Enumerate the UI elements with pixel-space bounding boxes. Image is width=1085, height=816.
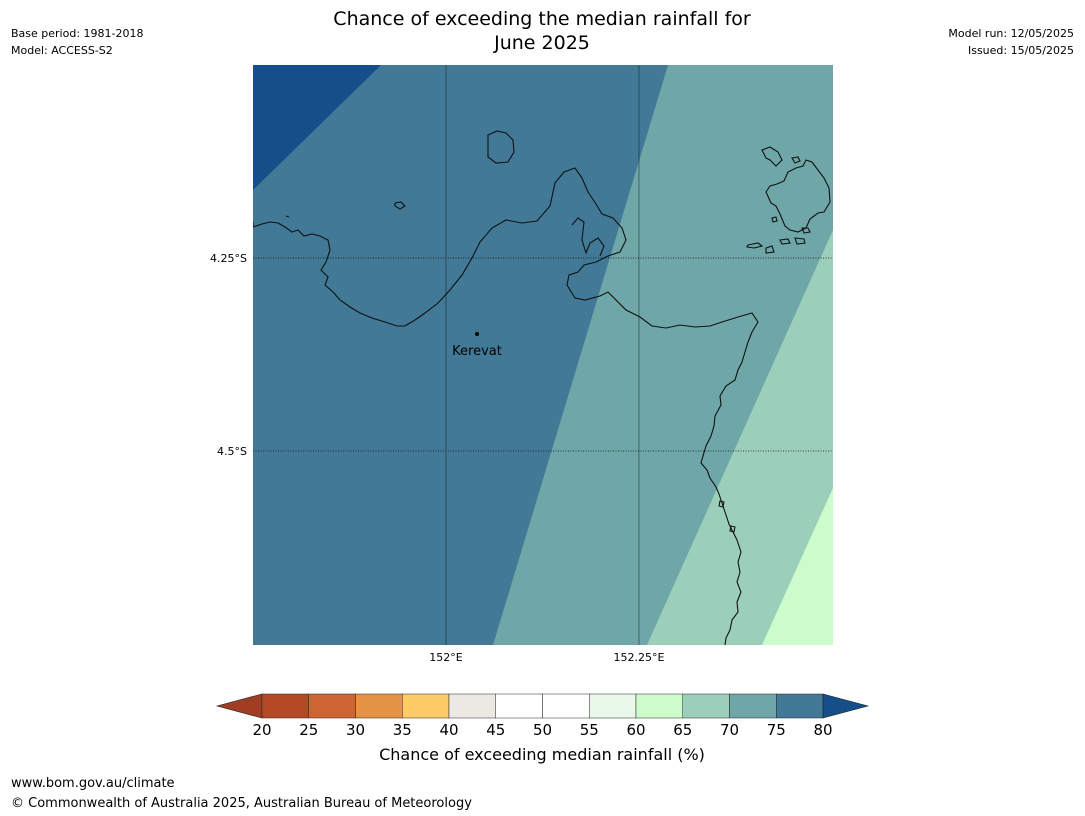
colorbar-tick-label: 55 — [580, 721, 599, 739]
colorbar-tick-label: 75 — [767, 721, 786, 739]
colorbar-tick-label: 50 — [533, 721, 552, 739]
graticule — [253, 65, 833, 645]
footer-url[interactable]: www.bom.gov.au/climate — [11, 776, 175, 791]
title-line-2: June 2025 — [494, 32, 590, 54]
coastline — [253, 130, 831, 645]
zone-60-65 — [762, 488, 833, 645]
colorbar-label: Chance of exceeding median rainfall (%) — [379, 745, 705, 764]
colorbar-tick-label: 65 — [673, 721, 692, 739]
colorbar-cell — [729, 693, 777, 719]
zone-65-70 — [647, 230, 833, 645]
colorbar-cell — [776, 693, 824, 719]
map-title: Chance of exceeding the median rainfall … — [242, 7, 842, 55]
model-run: Model run: 12/05/2025 — [948, 27, 1074, 40]
colorbar-tick-label: 30 — [346, 721, 365, 739]
colorbar-cell — [402, 693, 450, 719]
coastline-main — [253, 167, 759, 645]
zone-75-80 — [253, 65, 668, 645]
colorbar-tick-label: 70 — [720, 721, 739, 739]
coast-islet-east — [718, 500, 736, 533]
colorbar-tick-label: 40 — [439, 721, 458, 739]
footer-copyright: © Commonwealth of Australia 2025, Austra… — [11, 796, 472, 811]
colorbar-ticks: 20 25 30 35 40 45 50 55 60 65 70 75 80 — [252, 721, 832, 739]
colorbar-cell — [261, 693, 309, 719]
colorbar-cell — [355, 693, 403, 719]
colorbar-cell — [495, 693, 543, 719]
kerevat-label: Kerevat — [452, 344, 502, 359]
model-name: Model: ACCESS-S2 — [11, 44, 113, 57]
colorbar-cell — [308, 693, 356, 719]
issued-date: Issued: 15/05/2025 — [967, 44, 1074, 57]
colorbar-cell — [589, 693, 637, 719]
base-period: Base period: 1981-2018 — [11, 27, 144, 40]
colorbar-extend-low — [215, 693, 263, 719]
colorbar-cell — [682, 693, 730, 719]
colorbar-tick-label: 45 — [486, 721, 505, 739]
probability-fill — [253, 65, 833, 645]
colorbar-tick-label: 25 — [299, 721, 318, 739]
peninsula-inlet — [571, 217, 605, 257]
kerevat-marker — [475, 332, 479, 336]
duke-of-york-islands — [746, 146, 831, 254]
zone-80-plus — [253, 65, 381, 190]
colorbar-tick-label: 80 — [813, 721, 832, 739]
islet-tiny — [285, 215, 290, 218]
lon-label-152-25: 152.25°E — [614, 651, 665, 664]
colorbar-cell — [448, 693, 496, 719]
islet-west — [394, 201, 406, 210]
colorbar-tick-label: 20 — [252, 721, 271, 739]
colorbar-tick-label: 60 — [626, 721, 645, 739]
meta-right: Model run: 12/05/2025 Issued: 15/05/2025 — [948, 25, 1074, 59]
colorbar-cell — [542, 693, 590, 719]
lat-label-4-25: 4.25°S — [210, 252, 247, 265]
meta-left: Base period: 1981-2018 Model: ACCESS-S2 — [11, 25, 143, 59]
footer: www.bom.gov.au/climate © Commonwealth of… — [11, 774, 472, 814]
colorbar-cell — [635, 693, 683, 719]
lat-label-4-5: 4.5°S — [217, 445, 247, 458]
colorbar-cells — [215, 693, 870, 719]
north-island — [487, 130, 515, 164]
title-line-1: Chance of exceeding the median rainfall … — [333, 8, 751, 30]
colorbar-extend-high — [822, 693, 870, 719]
colorbar-tick-label: 35 — [393, 721, 412, 739]
lon-label-152: 152°E — [429, 651, 462, 664]
